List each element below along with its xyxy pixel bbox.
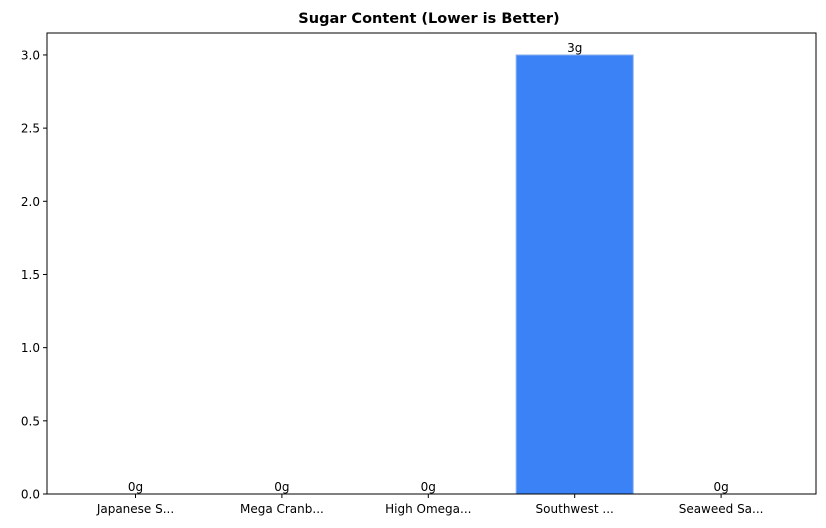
x-tick-label: Southwest ... (536, 502, 614, 516)
bar-value-label: 0g (421, 480, 436, 494)
x-axis: Japanese S... Mega Cranb... High Omega... S… (96, 494, 764, 516)
y-tick-label: 1.0 (21, 341, 40, 355)
bars-group: 0g 0g 0g 3g 0g (128, 41, 729, 495)
x-tick-label: High Omega... (385, 502, 471, 516)
y-tick-label: 0.5 (21, 414, 40, 428)
plot-area-frame (46, 32, 817, 495)
y-axis: 0.0 0.5 1.0 1.5 2.0 2.5 3.0 (21, 48, 47, 502)
y-tick-label: 2.0 (21, 195, 40, 209)
y-tick-label: 2.5 (21, 122, 40, 136)
x-tick-label: Mega Cranb... (240, 502, 324, 516)
y-tick-label: 3.0 (21, 48, 40, 62)
x-tick-label: Seaweed Sa... (679, 502, 764, 516)
bar-value-label: 0g (713, 480, 728, 494)
bar (515, 54, 634, 495)
bar-value-label: 0g (274, 480, 289, 494)
x-tick-label: Japanese S... (96, 502, 174, 516)
bar-value-label: 3g (567, 41, 582, 55)
y-tick-label: 0.0 (21, 488, 40, 502)
bar-value-label: 0g (128, 480, 143, 494)
chart-title: Sugar Content (Lower is Better) (298, 11, 559, 27)
y-tick-label: 1.5 (21, 268, 40, 282)
